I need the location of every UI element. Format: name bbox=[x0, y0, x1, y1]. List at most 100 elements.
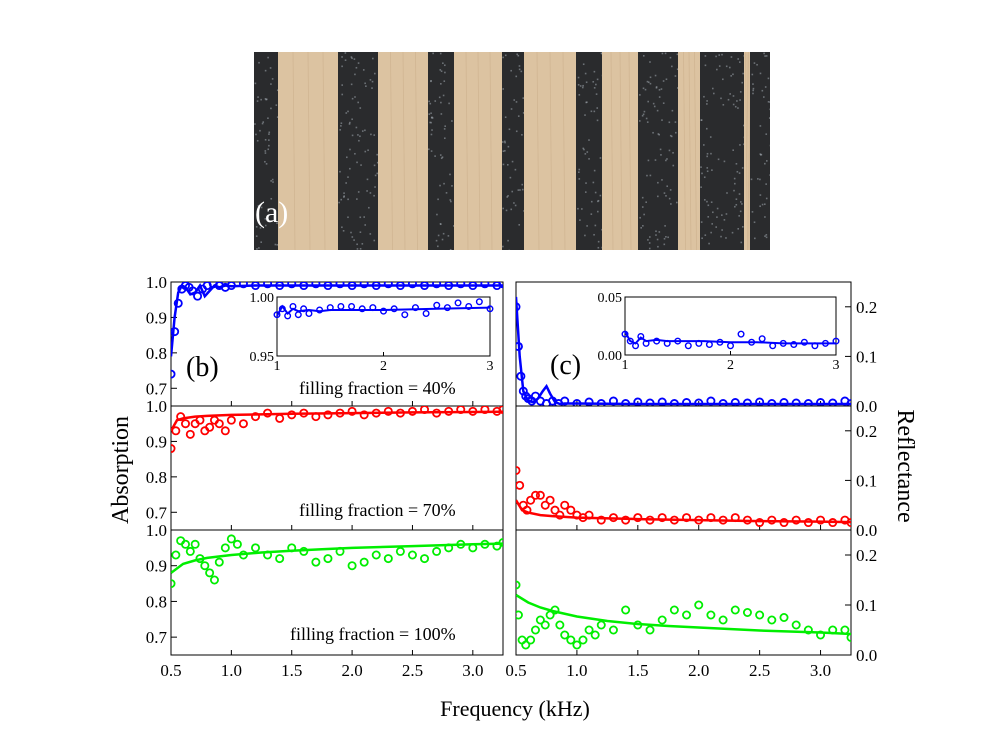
speckle bbox=[256, 248, 258, 250]
speckle bbox=[504, 141, 506, 144]
speckle bbox=[734, 182, 736, 185]
measured-point bbox=[180, 419, 190, 429]
inset-y-tick-label: 0.00 bbox=[598, 349, 623, 364]
speckle bbox=[763, 203, 766, 206]
measured-point bbox=[560, 396, 570, 406]
speckle bbox=[732, 103, 735, 106]
speckle bbox=[597, 240, 600, 243]
panel-c-label: (c) bbox=[550, 350, 581, 381]
measured-point bbox=[669, 515, 679, 525]
speckle bbox=[662, 80, 665, 82]
speckle bbox=[743, 124, 745, 127]
speckle bbox=[590, 200, 593, 203]
speckle bbox=[759, 154, 762, 156]
speckle bbox=[265, 98, 267, 101]
y-tick-label: 0.2 bbox=[856, 298, 877, 317]
speckle bbox=[732, 149, 735, 152]
speckle bbox=[259, 227, 262, 229]
speckle bbox=[669, 189, 672, 191]
speckle bbox=[442, 94, 445, 97]
model-line bbox=[516, 593, 851, 636]
speckle bbox=[347, 110, 349, 113]
speckle bbox=[354, 152, 356, 155]
speckle bbox=[340, 122, 343, 125]
speckle bbox=[722, 78, 724, 81]
speckle bbox=[430, 133, 433, 136]
speckle bbox=[447, 235, 450, 237]
speckle bbox=[648, 247, 651, 250]
measured-point bbox=[220, 543, 230, 553]
measured-point bbox=[596, 399, 606, 406]
speckle bbox=[738, 172, 741, 174]
speckle bbox=[764, 86, 767, 88]
speckle bbox=[718, 54, 721, 56]
sample-photo bbox=[254, 52, 770, 250]
measured-point bbox=[287, 543, 297, 553]
x-tick-label: 3.0 bbox=[462, 661, 483, 680]
measured-point bbox=[171, 579, 176, 589]
measured-point bbox=[694, 600, 704, 610]
speckle bbox=[268, 131, 271, 134]
speckle bbox=[434, 100, 437, 102]
inset-measured-point bbox=[832, 337, 840, 345]
speckle bbox=[451, 120, 453, 122]
inset-measured-point bbox=[790, 341, 798, 349]
speckle bbox=[765, 133, 768, 135]
speckle bbox=[595, 83, 597, 86]
measured-point bbox=[608, 513, 618, 523]
speckle bbox=[732, 95, 735, 97]
stripe-foam bbox=[750, 52, 770, 250]
speckle bbox=[721, 214, 723, 216]
inset-measured-point bbox=[454, 299, 462, 307]
measured-point bbox=[846, 518, 851, 528]
measured-point bbox=[540, 620, 550, 630]
speckle bbox=[507, 195, 509, 197]
measured-point bbox=[359, 410, 369, 420]
speckle bbox=[672, 152, 674, 154]
y-tick-label: 0.9 bbox=[146, 432, 167, 451]
measured-point bbox=[444, 282, 454, 291]
measured-point bbox=[522, 505, 532, 515]
speckle bbox=[594, 191, 597, 194]
measured-point bbox=[190, 539, 200, 549]
speckle bbox=[505, 209, 508, 212]
measured-point bbox=[335, 546, 345, 556]
speckle bbox=[355, 126, 358, 129]
speckle bbox=[653, 105, 656, 108]
speckle bbox=[341, 65, 343, 68]
speckle bbox=[737, 58, 739, 60]
speckle bbox=[364, 82, 366, 85]
speckle bbox=[360, 164, 362, 166]
speckle bbox=[676, 53, 679, 56]
measured-point bbox=[383, 554, 393, 564]
speckle bbox=[513, 99, 516, 101]
speckle bbox=[710, 231, 712, 234]
speckle bbox=[502, 163, 505, 166]
measured-point bbox=[359, 557, 369, 567]
speckle bbox=[276, 116, 279, 118]
speckle bbox=[704, 64, 707, 67]
speckle bbox=[506, 163, 509, 166]
speckle bbox=[652, 102, 655, 105]
speckle bbox=[751, 73, 754, 76]
speckle bbox=[438, 96, 441, 99]
speckle bbox=[661, 52, 664, 55]
speckle bbox=[738, 215, 740, 217]
speckle bbox=[734, 205, 736, 208]
inset-measured-point bbox=[316, 306, 324, 314]
speckle bbox=[739, 91, 742, 93]
speckle bbox=[271, 178, 274, 181]
measured-point bbox=[803, 399, 813, 406]
wood-grain bbox=[610, 52, 632, 250]
speckle bbox=[275, 104, 278, 106]
measured-point bbox=[185, 546, 195, 556]
measured-point bbox=[171, 426, 181, 436]
speckle bbox=[255, 133, 257, 136]
speckle bbox=[577, 76, 580, 79]
measured-point bbox=[171, 550, 181, 560]
photo-stripes bbox=[254, 52, 770, 250]
speckle bbox=[707, 204, 710, 207]
speckle bbox=[648, 242, 651, 244]
speckle bbox=[357, 191, 360, 193]
speckle bbox=[658, 133, 660, 136]
